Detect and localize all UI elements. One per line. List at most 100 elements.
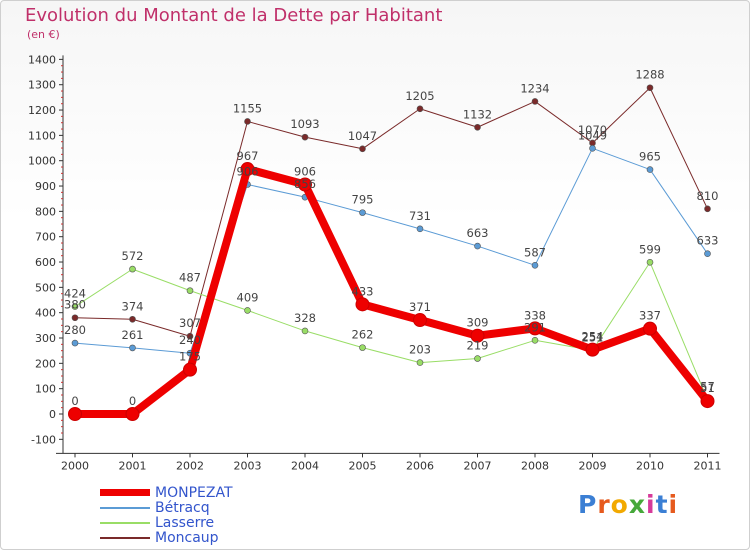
- data-point: [643, 321, 657, 336]
- series-line-monpezat: [71, 165, 712, 418]
- legend-item-monpezat: MONPEZAT: [100, 485, 400, 501]
- y-tick-label: 1200: [28, 104, 56, 117]
- data-point: [359, 145, 366, 153]
- data-point: [186, 332, 194, 340]
- data-point: [240, 162, 255, 177]
- data-label: 856: [294, 177, 316, 191]
- data-label: 371: [409, 300, 431, 314]
- data-label: 374: [122, 299, 144, 313]
- x-tick-label: 2004: [291, 459, 319, 472]
- data-label: 810: [697, 189, 719, 203]
- data-point: [413, 313, 427, 328]
- y-tick-label: 400: [35, 307, 56, 320]
- data-point: [646, 84, 654, 92]
- x-tick-label: 2006: [406, 459, 434, 472]
- data-point: [704, 205, 711, 213]
- x-tick-label: 2003: [234, 459, 262, 472]
- data-label: 0: [129, 394, 136, 408]
- x-tick-label: 2011: [694, 459, 722, 472]
- y-tick-label: 1000: [28, 155, 56, 168]
- data-label: 1288: [635, 68, 664, 82]
- series-line-bétracq: [74, 147, 708, 354]
- data-label: 572: [122, 249, 144, 263]
- data-label: 51: [700, 381, 715, 395]
- data-point: [301, 133, 309, 141]
- y-tick-label: 1300: [28, 79, 56, 92]
- legend-label: MONPEZAT: [155, 485, 233, 501]
- data-point: [531, 98, 539, 105]
- data-label: 1155: [233, 101, 262, 115]
- data-point: [416, 359, 424, 366]
- data-point: [474, 123, 481, 131]
- data-label: 1234: [520, 81, 549, 95]
- data-label: 254: [582, 330, 604, 344]
- data-point: [646, 258, 654, 266]
- data-point: [416, 105, 424, 113]
- data-label: 795: [352, 193, 374, 207]
- x-tick-label: 2007: [464, 459, 492, 472]
- data-point: [71, 339, 79, 347]
- data-point: [646, 166, 654, 173]
- data-label: 633: [697, 234, 719, 248]
- data-point: [700, 394, 715, 409]
- data-point: [531, 262, 539, 269]
- data-label: 251: [582, 330, 604, 344]
- x-tick-label: 2005: [349, 459, 377, 472]
- data-label: 663: [467, 226, 489, 240]
- data-point: [589, 144, 596, 152]
- data-point: [531, 336, 539, 344]
- y-tick-label: 300: [35, 332, 56, 345]
- data-point: [416, 225, 424, 233]
- x-tick-label: 2002: [176, 459, 204, 472]
- y-tick-label: 1400: [28, 53, 56, 66]
- data-point: [129, 344, 136, 352]
- y-tick-label: 200: [35, 357, 56, 370]
- data-label: 280: [64, 323, 86, 337]
- data-label: 1132: [463, 107, 492, 121]
- data-point: [704, 250, 711, 257]
- data-label: 240: [179, 333, 201, 347]
- legend-swatch: [100, 489, 150, 496]
- data-label: 219: [467, 339, 489, 353]
- data-point: [585, 342, 600, 357]
- data-label: 175: [179, 350, 201, 364]
- legend-item-betracq: Bétracq: [100, 500, 400, 516]
- data-label: 1070: [578, 123, 607, 137]
- data-point: [474, 355, 481, 362]
- data-point: [359, 344, 366, 351]
- data-label: 967: [237, 149, 259, 163]
- data-point: [474, 242, 481, 250]
- data-point: [125, 407, 140, 421]
- series-line-lasserre: [74, 261, 708, 401]
- proxiti-logo: Proxiti: [578, 490, 679, 519]
- data-label: 487: [179, 271, 201, 285]
- y-tick-label: 800: [35, 205, 56, 218]
- data-label: 906: [294, 165, 316, 179]
- data-point: [528, 321, 542, 336]
- data-label: 262: [352, 328, 374, 342]
- data-point: [71, 303, 79, 310]
- x-tick-label: 2001: [119, 459, 147, 472]
- y-tick-label: 100: [35, 383, 56, 396]
- data-label: 337: [639, 309, 661, 323]
- data-label: 1047: [348, 129, 377, 143]
- chart-unit: (en €): [27, 28, 60, 41]
- data-point: [71, 314, 79, 322]
- y-tick-label: 500: [35, 281, 56, 294]
- data-label: 906: [237, 165, 259, 179]
- data-label: 599: [639, 242, 661, 256]
- data-point: [359, 209, 366, 216]
- data-label: 338: [524, 308, 546, 322]
- data-label: 203: [409, 343, 431, 357]
- legend-label: Bétracq: [155, 500, 210, 516]
- legend-swatch: [100, 507, 150, 509]
- data-label: 309: [467, 316, 489, 330]
- legend-label: Lasserre: [155, 515, 215, 531]
- data-point: [301, 327, 309, 335]
- data-label: 731: [409, 209, 431, 223]
- y-tick-label: 900: [35, 180, 56, 193]
- data-point: [470, 328, 485, 343]
- data-label: 57: [700, 380, 715, 394]
- x-tick-label: 2010: [636, 459, 664, 472]
- data-point: [129, 315, 136, 323]
